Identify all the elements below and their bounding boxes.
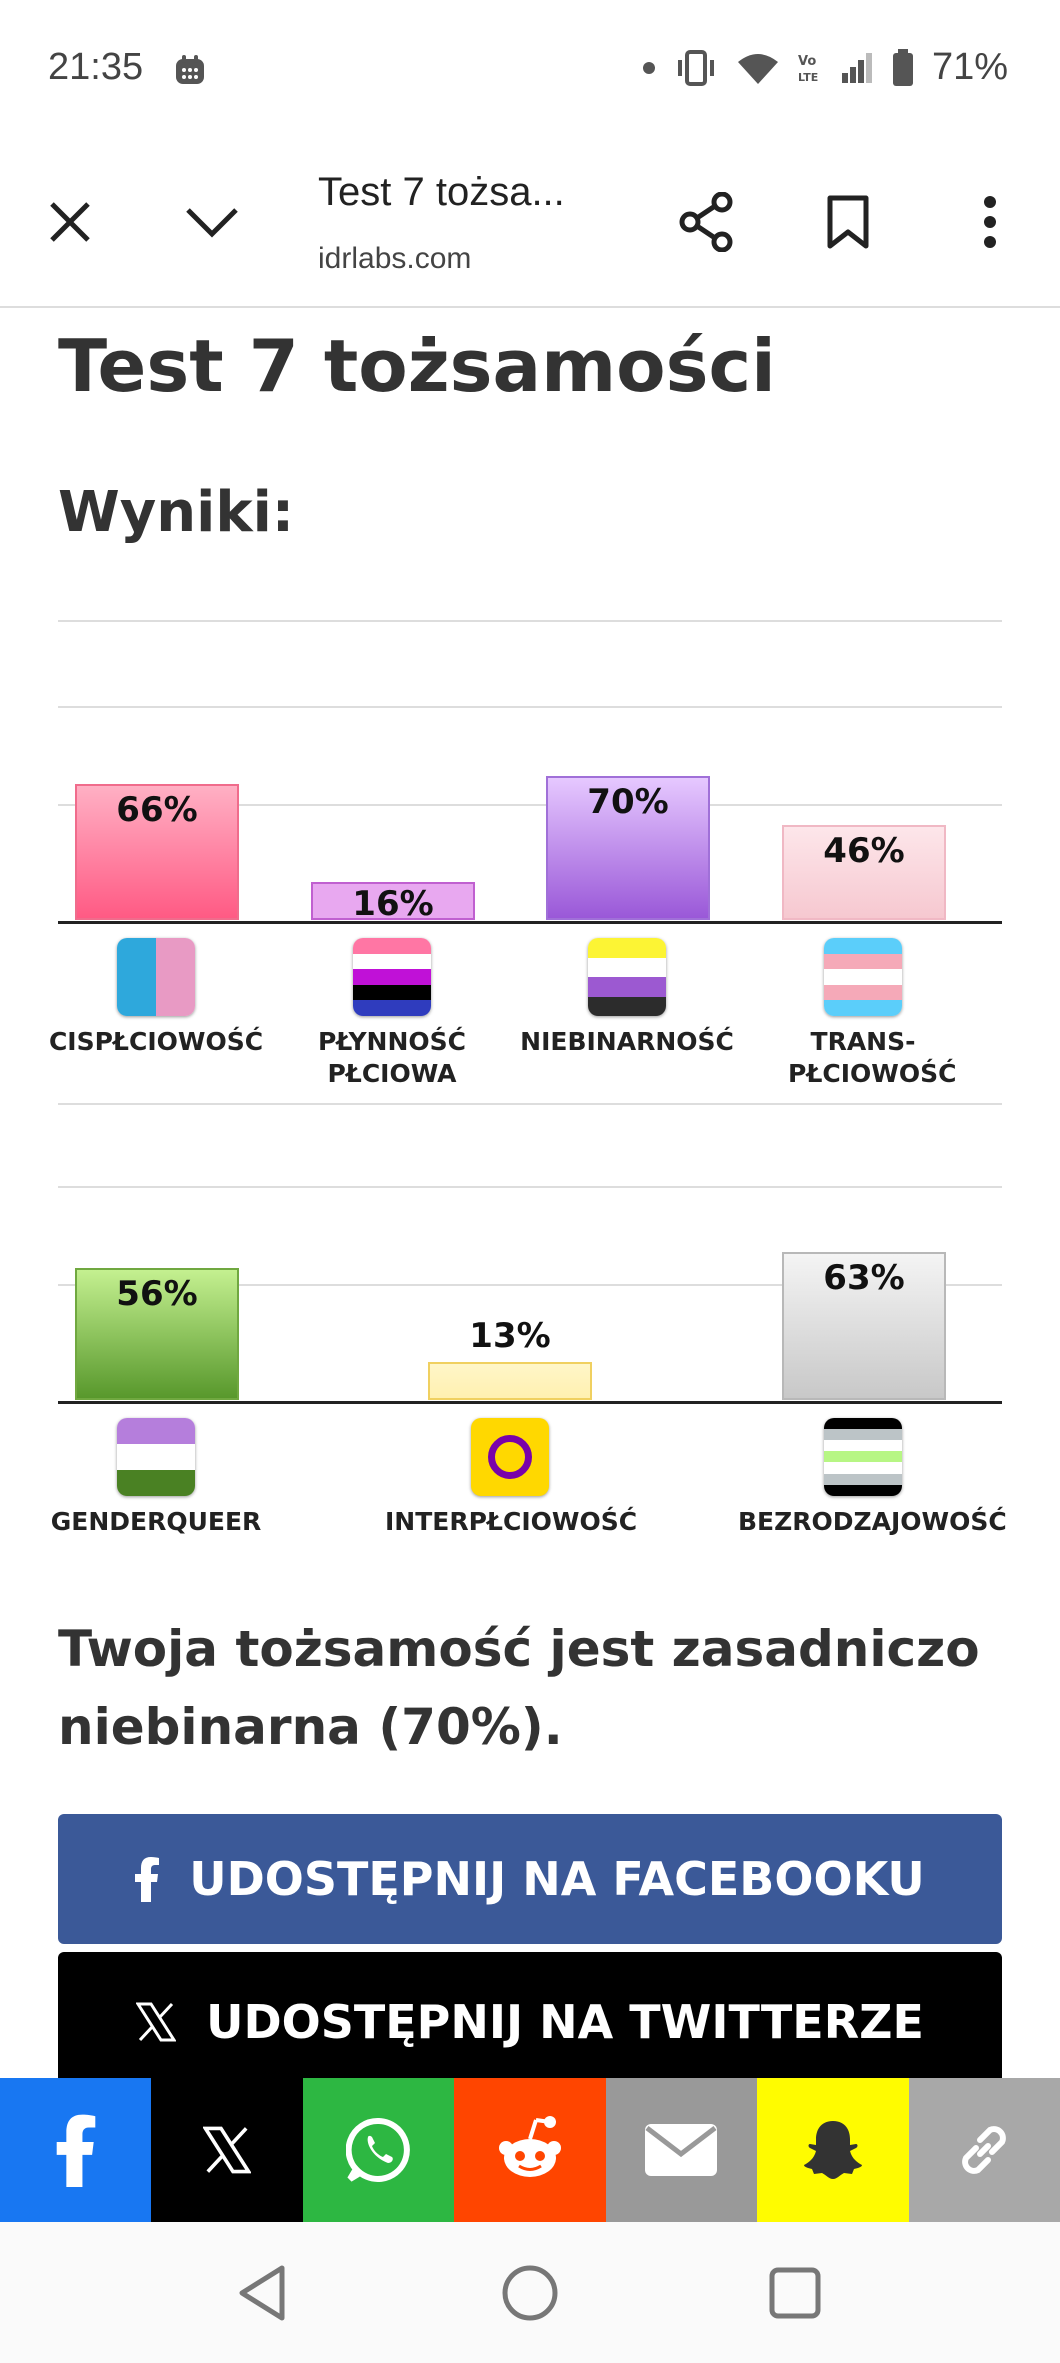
- bar-transgender: [782, 825, 946, 920]
- result-summary: Twoja tożsamość jest zasadniczo niebinar…: [58, 1620, 980, 1756]
- share-bar-copy-link[interactable]: [908, 2078, 1060, 2222]
- category-label-agender: BEZRODZAJOWOŚĆ: [738, 1507, 1007, 1536]
- bar-value-label: 56%: [116, 1274, 198, 1315]
- bar-genderfluid: [311, 882, 475, 920]
- bar-value-label: 13%: [469, 1316, 551, 1356]
- category-label-nonbinary: NIEBINARNOŚĆ: [520, 1027, 734, 1056]
- gridline: [58, 706, 1002, 708]
- volte-icon: Vo LTE: [798, 54, 818, 84]
- category-label-cisgender: CISPŁCIOWOŚĆ: [48, 1027, 264, 1056]
- system-nav-bar: [0, 2222, 1060, 2363]
- gridline: [58, 620, 1002, 622]
- x-icon: [136, 2002, 177, 2042]
- bar-cisgender: [75, 784, 239, 920]
- browser-toolbar: Test 7 tożsa... idrlabs.com: [0, 140, 1060, 308]
- status-time: 21:35: [48, 46, 144, 88]
- bookmark-button[interactable]: [816, 190, 880, 254]
- calendar-notification-icon: [176, 55, 204, 84]
- wifi-icon: [737, 53, 778, 84]
- bar-value-label: 66%: [116, 790, 198, 831]
- bar-agender: [782, 1251, 946, 1400]
- category-label-intersex: INTERPŁCIOWOŚĆ: [385, 1507, 638, 1536]
- bar-intersex: [428, 1362, 592, 1400]
- battery-percent: 71%: [931, 46, 1008, 88]
- browser-url[interactable]: idrlabs.com: [318, 242, 472, 275]
- facebook-icon: [56, 2114, 96, 2187]
- x-icon: [203, 2126, 252, 2174]
- bar-nonbinary: [546, 775, 710, 920]
- bar-value-label: 63%: [823, 1257, 905, 1298]
- share-twitter-label: UDOSTĘPNIJ NA TWITTERZE: [206, 1995, 924, 2049]
- close-tab-button[interactable]: [38, 190, 102, 254]
- whatsapp-icon: [345, 2117, 410, 2182]
- battery-icon: [892, 48, 913, 86]
- svg-text:Vo: Vo: [798, 54, 816, 69]
- share-bar-facebook[interactable]: [0, 2078, 152, 2222]
- chart-baseline: [58, 921, 1002, 924]
- share-bar-x[interactable]: [151, 2078, 303, 2222]
- chevron-down-icon: [186, 208, 238, 238]
- share-twitter-button[interactable]: UDOSTĘPNIJ NA TWITTERZE: [58, 1952, 1002, 2092]
- browser-page-title: Test 7 tożsa...: [318, 170, 565, 214]
- share-facebook-label: UDOSTĘPNIJ NA FACEBOOKU: [189, 1852, 925, 1906]
- intersex-flag-icon: [471, 1418, 549, 1496]
- share-button[interactable]: [674, 190, 738, 254]
- facebook-icon: [135, 1857, 160, 1902]
- menu-button[interactable]: [958, 190, 1022, 254]
- share-icon: [679, 192, 733, 252]
- nonbinary-flag-icon: [588, 938, 666, 1016]
- category-label-genderqueer: GENDERQUEER: [50, 1507, 262, 1536]
- share-bar-whatsapp[interactable]: [302, 2078, 455, 2222]
- results-heading: Wyniki:: [58, 480, 295, 545]
- more-vert-icon: [984, 196, 996, 248]
- svg-text:LTE: LTE: [798, 71, 818, 84]
- share-bar: [0, 2078, 1060, 2222]
- share-bar-email[interactable]: [605, 2078, 758, 2222]
- close-icon: [50, 202, 90, 242]
- category-label-genderfluid: PŁYNNOŚĆ PŁCIOWA: [317, 1027, 467, 1088]
- recents-square-icon[interactable]: [760, 2258, 830, 2328]
- genderfluid-flag-icon: [353, 938, 431, 1016]
- gridline: [58, 804, 1002, 806]
- bar-value-label: 70%: [587, 781, 669, 822]
- vibrate-icon: [677, 49, 714, 86]
- bar-genderqueer: [75, 1268, 239, 1400]
- dot-icon: [642, 61, 655, 74]
- status-indicators: Vo LTE 71%: [642, 46, 1008, 89]
- snapchat-icon: [803, 2121, 862, 2179]
- category-label-transgender: TRANS-PŁCIOWOŚĆ: [788, 1027, 957, 1088]
- signal-icon: [841, 52, 872, 83]
- minimize-button[interactable]: [180, 190, 244, 254]
- page-title: Test 7 tożsamości: [58, 324, 776, 408]
- bar-value-label: 16%: [352, 884, 434, 924]
- chart-baseline: [58, 1401, 1002, 1404]
- share-facebook-button[interactable]: UDOSTĘPNIJ NA FACEBOOKU: [58, 1814, 1002, 1944]
- email-icon: [645, 2124, 718, 2176]
- home-circle-icon[interactable]: [495, 2258, 565, 2328]
- bookmark-icon: [827, 195, 869, 249]
- transgender-flag-icon: [824, 938, 902, 1016]
- gridline: [58, 1186, 1002, 1188]
- agender-flag-icon: [824, 1418, 902, 1496]
- gridline: [58, 1284, 1002, 1286]
- status-bar: 21:35 Vo LTE 71%: [0, 0, 1060, 140]
- share-bar-snapchat[interactable]: [757, 2078, 909, 2222]
- link-icon: [962, 2126, 1007, 2174]
- genderqueer-flag-icon: [117, 1418, 195, 1496]
- bar-value-label: 46%: [823, 831, 905, 872]
- back-triangle-icon[interactable]: [230, 2258, 300, 2328]
- reddit-icon: [498, 2116, 561, 2177]
- share-bar-reddit[interactable]: [454, 2078, 606, 2222]
- gridline: [58, 1103, 1002, 1105]
- cisgender-flag-icon: [117, 938, 195, 1016]
